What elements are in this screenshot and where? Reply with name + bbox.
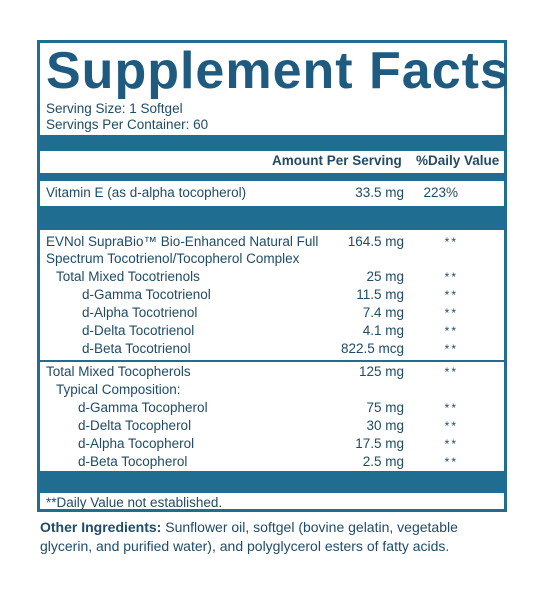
nutrient-amount: 33.5 mg [355,185,404,200]
row-evnol: EVNol SupraBio™ Bio-Enhanced Natural Ful… [46,233,500,251]
panel-title: Supplement Facts [46,42,510,100]
nutrient-amount: 25 mg [366,269,404,284]
typical-composition-label: Typical Composition: [56,382,181,397]
servings-per-container: Servings Per Container: 60 [46,117,209,132]
row-typical-composition: Typical Composition: [46,381,500,399]
nutrient-name: d-Delta Tocopherol [78,418,192,433]
nutrient-amount: 125 mg [358,364,404,379]
row-delta-tocotrienol: d-Delta Tocotrienol 4.1 mg ** [46,322,500,340]
evnol-dv: ** [444,235,458,249]
header-daily-value: %Daily Value [416,153,500,168]
nutrient-dv: ** [444,401,458,415]
nutrient-name: Vitamin E (as d-alpha tocopherol) [46,185,247,200]
thick-bar-bottom [40,471,504,493]
nutrient-name: d-Gamma Tocotrienol [82,287,211,302]
row-vitamin-e: Vitamin E (as d-alpha tocopherol) 33.5 m… [46,184,500,202]
evnol-amount: 164.5 mg [347,234,404,249]
nutrient-amount: 822.5 mcg [340,341,404,356]
other-ingredients: Other Ingredients: Sunflower oil, softge… [40,518,510,556]
nutrient-amount: 30 mg [366,418,404,433]
nutrient-name: d-Beta Tocopherol [78,454,188,469]
row-total-tocopherols: Total Mixed Tocopherols 125 mg ** [46,363,500,381]
nutrient-amount: 4.1 mg [362,323,404,338]
nutrient-dv: ** [444,288,458,302]
row-gamma-tocotrienol: d-Gamma Tocotrienol 11.5 mg ** [46,286,500,304]
thin-rule [40,360,504,362]
supplement-facts-panel: Supplement Facts Serving Size: 1 Softgel… [37,40,510,512]
footnote: **Daily Value not established. [46,495,223,510]
row-gamma-tocopherol: d-Gamma Tocopherol 75 mg ** [46,399,500,417]
row-alpha-tocopherol: d-Alpha Tocopherol 17.5 mg ** [46,435,500,453]
thick-bar-top [40,135,504,151]
evnol-name-line1: EVNol SupraBio™ Bio-Enhanced Natural Ful… [46,234,319,249]
nutrient-dv: ** [444,306,458,320]
row-evnol-line2: Spectrum Tocotrienol/Tocopherol Complex [46,250,500,268]
nutrient-amount: 2.5 mg [362,454,404,469]
nutrient-amount: 75 mg [366,400,404,415]
thick-bar-middle [40,206,504,230]
bar-under-header [40,173,504,181]
row-beta-tocopherol: d-Beta Tocopherol 2.5 mg ** [46,453,500,471]
nutrient-dv: ** [444,342,458,356]
evnol-name-line2: Spectrum Tocotrienol/Tocopherol Complex [46,251,300,266]
row-alpha-tocotrienol: d-Alpha Tocotrienol 7.4 mg ** [46,304,500,322]
nutrient-dv: ** [444,455,458,469]
nutrient-amount: 17.5 mg [355,436,404,451]
nutrient-amount: 11.5 mg [356,287,404,302]
nutrient-name: Total Mixed Tocotrienols [56,269,200,284]
row-delta-tocopherol: d-Delta Tocopherol 30 mg ** [46,417,500,435]
nutrient-dv: ** [444,365,458,379]
nutrient-name: d-Gamma Tocopherol [78,400,208,415]
row-total-tocotrienols: Total Mixed Tocotrienols 25 mg ** [46,268,500,286]
nutrient-name: Total Mixed Tocopherols [46,364,191,379]
nutrient-dv: ** [444,437,458,451]
nutrient-dv: ** [444,324,458,338]
nutrient-dv: ** [444,419,458,433]
nutrient-name: d-Delta Tocotrienol [82,323,195,338]
nutrient-name: d-Alpha Tocotrienol [82,305,198,320]
nutrient-dv: ** [444,270,458,284]
header-amount: Amount Per Serving [272,153,402,168]
nutrient-amount: 7.4 mg [362,305,404,320]
serving-size: Serving Size: 1 Softgel [46,101,183,116]
row-beta-tocotrienol: d-Beta Tocotrienol 822.5 mcg ** [46,340,500,358]
other-ingredients-label: Other Ingredients: [40,519,162,535]
nutrient-dv: 223% [423,185,458,200]
nutrient-name: d-Alpha Tocopherol [78,436,195,451]
other-ingredients-text: Sunflower oil, softgel (bovine gelatin, … [40,519,458,554]
nutrient-name: d-Beta Tocotrienol [82,341,191,356]
